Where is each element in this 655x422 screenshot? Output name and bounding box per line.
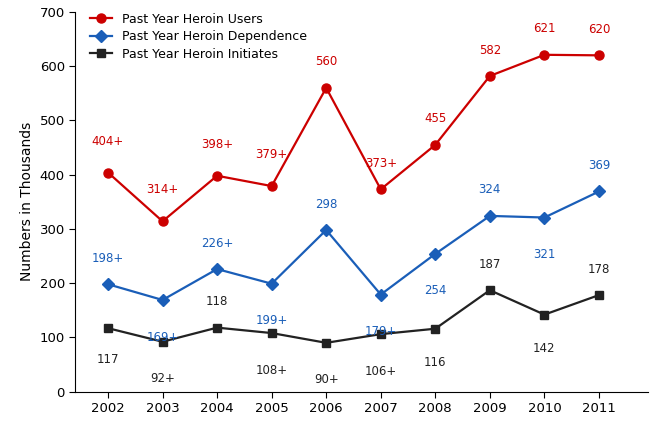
Text: 324: 324 xyxy=(479,184,501,197)
Past Year Heroin Dependence xyxy=(540,215,548,220)
Past Year Heroin Users xyxy=(595,53,603,58)
Text: 116: 116 xyxy=(424,357,447,370)
Text: 369: 369 xyxy=(588,159,610,172)
Text: 187: 187 xyxy=(479,258,501,271)
Text: 142: 142 xyxy=(533,342,555,355)
Past Year Heroin Initiates xyxy=(377,332,384,337)
Text: 321: 321 xyxy=(533,248,555,261)
Text: 118: 118 xyxy=(206,295,229,308)
Past Year Heroin Users xyxy=(540,52,548,57)
Past Year Heroin Initiates xyxy=(540,312,548,317)
Text: 455: 455 xyxy=(424,112,447,125)
Text: 298: 298 xyxy=(315,197,337,211)
Text: 254: 254 xyxy=(424,284,447,298)
Text: 373+: 373+ xyxy=(365,157,397,170)
Text: 379+: 379+ xyxy=(255,148,288,161)
Text: 179+: 179+ xyxy=(365,325,397,338)
Past Year Heroin Dependence xyxy=(432,252,440,257)
Past Year Heroin Initiates xyxy=(268,330,276,335)
Text: 314+: 314+ xyxy=(147,183,179,196)
Text: 178: 178 xyxy=(588,262,610,276)
Text: 198+: 198+ xyxy=(92,252,124,265)
Past Year Heroin Users xyxy=(213,173,221,178)
Past Year Heroin Dependence xyxy=(213,267,221,272)
Text: 582: 582 xyxy=(479,43,501,57)
Text: 117: 117 xyxy=(97,353,119,366)
Past Year Heroin Initiates xyxy=(213,325,221,330)
Past Year Heroin Users xyxy=(486,73,494,78)
Line: Past Year Heroin Dependence: Past Year Heroin Dependence xyxy=(104,187,603,304)
Text: 398+: 398+ xyxy=(201,138,233,151)
Past Year Heroin Users xyxy=(104,170,112,175)
Line: Past Year Heroin Initiates: Past Year Heroin Initiates xyxy=(104,287,603,346)
Past Year Heroin Initiates xyxy=(104,326,112,331)
Y-axis label: Numbers in Thousands: Numbers in Thousands xyxy=(20,122,34,281)
Past Year Heroin Users xyxy=(322,85,330,90)
Text: 620: 620 xyxy=(588,23,610,36)
Past Year Heroin Dependence xyxy=(159,298,166,303)
Text: 169+: 169+ xyxy=(146,330,179,344)
Text: 92+: 92+ xyxy=(150,372,175,385)
Text: 199+: 199+ xyxy=(255,314,288,327)
Past Year Heroin Users xyxy=(268,184,276,189)
Text: 108+: 108+ xyxy=(255,364,288,376)
Past Year Heroin Dependence xyxy=(268,281,276,286)
Text: 226+: 226+ xyxy=(201,237,233,249)
Text: 560: 560 xyxy=(315,55,337,68)
Text: 404+: 404+ xyxy=(92,135,124,148)
Past Year Heroin Initiates xyxy=(595,292,603,298)
Past Year Heroin Dependence xyxy=(322,227,330,233)
Past Year Heroin Initiates xyxy=(432,326,440,331)
Past Year Heroin Initiates xyxy=(322,340,330,345)
Past Year Heroin Dependence xyxy=(104,282,112,287)
Legend: Past Year Heroin Users, Past Year Heroin Dependence, Past Year Heroin Initiates: Past Year Heroin Users, Past Year Heroin… xyxy=(87,11,310,63)
Past Year Heroin Initiates xyxy=(159,339,166,344)
Line: Past Year Heroin Users: Past Year Heroin Users xyxy=(103,50,603,226)
Past Year Heroin Users xyxy=(432,142,440,147)
Past Year Heroin Dependence xyxy=(377,292,384,297)
Past Year Heroin Dependence xyxy=(486,214,494,219)
Past Year Heroin Dependence xyxy=(595,189,603,194)
Text: 106+: 106+ xyxy=(365,365,397,378)
Text: 90+: 90+ xyxy=(314,373,339,387)
Past Year Heroin Initiates xyxy=(486,288,494,293)
Past Year Heroin Users xyxy=(377,187,384,192)
Text: 621: 621 xyxy=(533,22,555,35)
Past Year Heroin Users xyxy=(159,219,166,224)
